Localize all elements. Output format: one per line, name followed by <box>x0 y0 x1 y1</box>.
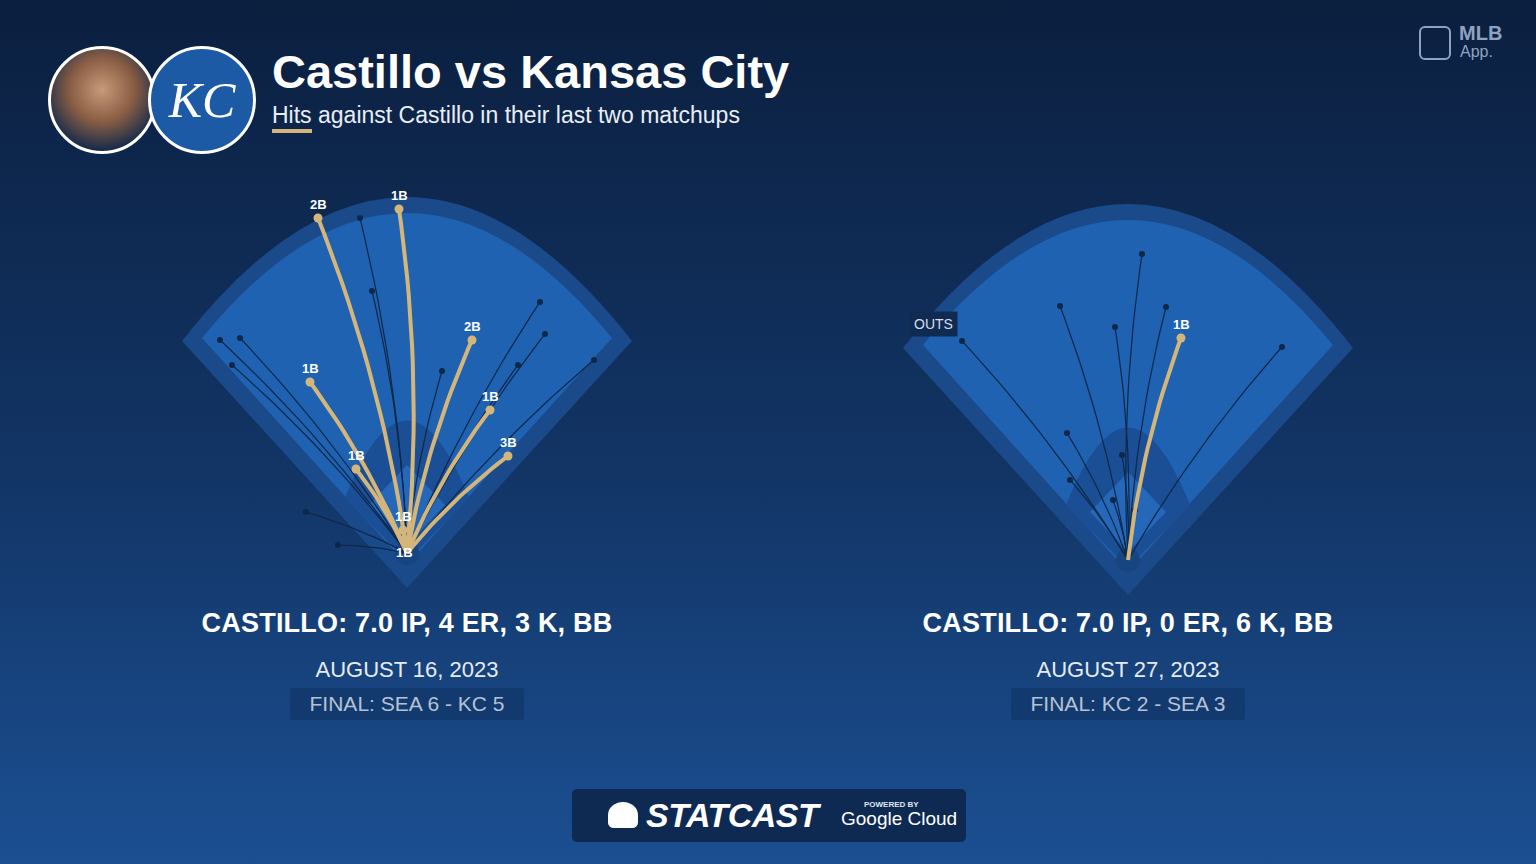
svg-text:OUTS: OUTS <box>914 316 953 332</box>
html-text:POWERED BY: POWERED BY <box>864 800 919 809</box>
html-text:App.: App. <box>1460 43 1493 60</box>
html-text:FINAL: KC 2 - SEA 3: FINAL: KC 2 - SEA 3 <box>1030 692 1226 715</box>
svg-text:1B: 1B <box>395 509 412 524</box>
svg-text:1B: 1B <box>1173 317 1190 332</box>
svg-text:1B: 1B <box>396 545 413 560</box>
svg-text:3B: 3B <box>500 435 517 450</box>
html-text:CASTILLO: 7.0 IP, 0 ER, 6 K, B: CASTILLO: 7.0 IP, 0 ER, 6 K, BB <box>922 608 1334 638</box>
html-text:AUGUST 27, 2023: AUGUST 27, 2023 <box>1036 657 1220 682</box>
html-text:MLB: MLB <box>1459 22 1503 44</box>
svg-text:1B: 1B <box>348 448 365 463</box>
html-text:Hits against Castillo in their: Hits against Castillo in their last two … <box>272 102 740 128</box>
html-text:FINAL: SEA 6 - KC 5: FINAL: SEA 6 - KC 5 <box>309 692 505 715</box>
svg-text:2B: 2B <box>310 197 327 212</box>
svg-text:1B: 1B <box>482 389 499 404</box>
html-text:STATCAST: STATCAST <box>646 796 819 834</box>
html-text:Google Cloud: Google Cloud <box>841 808 958 829</box>
html-text:Castillo vs Kansas City: Castillo vs Kansas City <box>272 45 790 98</box>
svg-text:2B: 2B <box>464 319 481 334</box>
html-text:CASTILLO: 7.0 IP, 4 ER, 3 K, B: CASTILLO: 7.0 IP, 4 ER, 3 K, BB <box>201 608 613 638</box>
svg-text:1B: 1B <box>302 361 319 376</box>
html-text:KC: KC <box>168 72 236 128</box>
html-text:AUGUST 16, 2023: AUGUST 16, 2023 <box>315 657 499 682</box>
svg-text:1B: 1B <box>391 188 408 203</box>
